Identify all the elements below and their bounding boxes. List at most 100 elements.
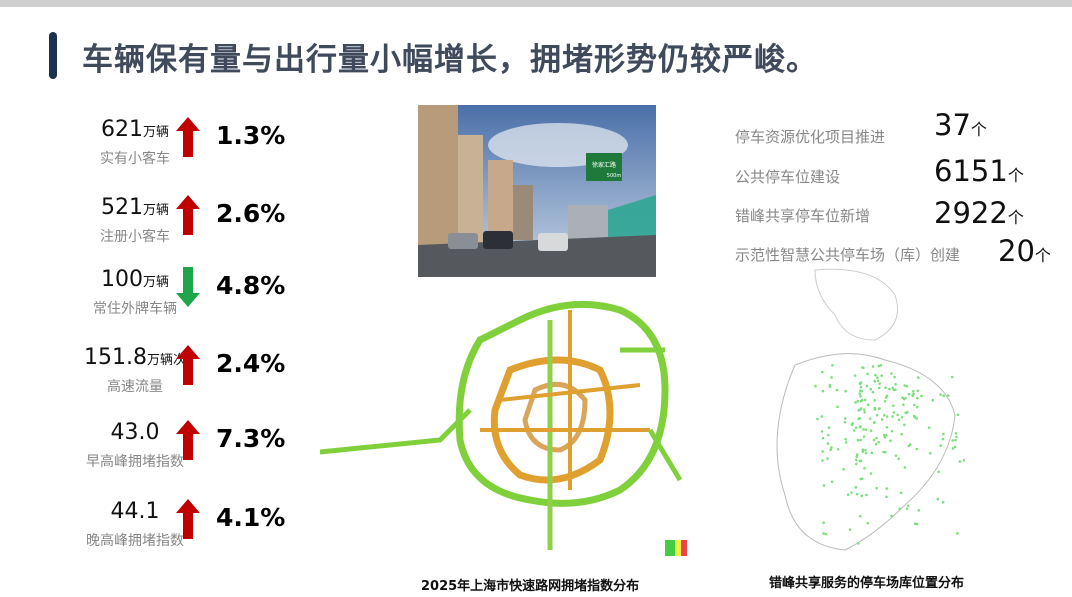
parking-dot <box>864 448 867 452</box>
parking-dot <box>903 466 907 469</box>
parking-dot <box>916 389 920 393</box>
parking-dot <box>931 398 935 402</box>
parking-dot <box>830 446 833 449</box>
parking-dot <box>857 542 860 545</box>
stat-value: 44.1 <box>110 499 160 524</box>
parking-dot <box>876 379 880 383</box>
parking-dot <box>828 383 832 387</box>
parking-dot <box>873 399 876 402</box>
stat-change: 2.6% <box>216 199 286 228</box>
parking-dot <box>899 491 903 495</box>
parking-dot <box>861 450 865 453</box>
parking-dot <box>915 447 919 451</box>
parking-dot <box>891 386 895 390</box>
arrow-up-icon <box>176 420 200 460</box>
parking-dot <box>854 486 858 489</box>
parking-dot <box>836 447 840 451</box>
arrow-up-icon <box>176 345 200 385</box>
parking-dot <box>885 487 889 490</box>
parking-dot <box>891 415 894 418</box>
parking-dot <box>871 365 875 368</box>
parking-dot <box>908 443 912 446</box>
parking-dot <box>858 425 862 429</box>
congestion-map <box>320 300 687 556</box>
parking-value-0: 37个 <box>934 108 987 142</box>
stat-value: 100万辆 <box>100 267 169 292</box>
parking-dot <box>826 442 830 445</box>
stat-label: 早高峰拥堵指数 <box>86 454 184 470</box>
stat-value: 521万辆 <box>100 195 169 220</box>
parking-dot <box>820 415 824 418</box>
parking-dot <box>954 438 957 442</box>
parking-dot <box>902 403 905 407</box>
parking-dot <box>875 436 878 440</box>
parking-dot <box>821 389 825 393</box>
parking-dot <box>877 440 880 444</box>
parking-dot <box>916 396 919 400</box>
parking-dot <box>883 399 887 403</box>
parking-dot <box>820 430 824 433</box>
parking-dot <box>844 437 847 441</box>
parking-dot <box>861 366 864 369</box>
parking-dot <box>821 436 825 440</box>
parking-dot <box>842 468 845 471</box>
parking-label-3: 示范性智慧公共停车场（库）创建 <box>735 246 961 264</box>
parking-dot <box>903 384 906 387</box>
parking-location-map <box>776 268 965 551</box>
parking-dot <box>827 433 830 437</box>
stat-item: 100万辆 常住外牌车辆 4.8% <box>60 267 320 327</box>
parking-dot <box>862 435 866 438</box>
arrow-up-icon <box>176 195 200 235</box>
top-bar <box>0 0 1072 7</box>
stat-change: 2.4% <box>216 349 286 378</box>
parking-dot <box>911 389 915 393</box>
parking-map-caption: 错峰共享服务的停车场库位置分布 <box>769 576 965 591</box>
parking-dot <box>836 405 839 409</box>
parking-dot <box>843 420 847 424</box>
parking-dot <box>854 458 858 462</box>
parking-dot <box>897 418 901 422</box>
parking-dot <box>855 455 859 458</box>
parking-dot <box>859 438 862 442</box>
parking-dot <box>904 396 907 400</box>
parking-dot <box>858 417 861 420</box>
parking-dot <box>860 494 864 498</box>
parking-value-1: 6151个 <box>934 154 1024 188</box>
parking-dot <box>900 415 904 419</box>
parking-dot <box>872 421 876 424</box>
parking-dot <box>878 382 881 385</box>
parking-dot <box>896 413 900 417</box>
parking-dot <box>888 387 891 391</box>
parking-dot <box>883 450 887 454</box>
parking-dot <box>822 484 826 487</box>
parking-dot <box>892 388 896 392</box>
parking-dot <box>863 398 867 402</box>
parking-dot <box>816 417 819 421</box>
parking-dot <box>891 404 895 407</box>
stat-label: 实有小客车 <box>100 151 170 167</box>
parking-dot <box>962 458 965 462</box>
parking-dot <box>874 442 878 446</box>
stat-value: 43.0 <box>110 420 160 445</box>
parking-dot <box>830 480 834 484</box>
parking-dot <box>890 372 893 375</box>
title-accent-bar <box>49 32 57 79</box>
parking-dot <box>860 477 864 480</box>
sign-distance: 500m <box>607 173 622 179</box>
parking-dot <box>905 384 909 388</box>
parking-dot <box>941 500 945 504</box>
parking-dot <box>878 386 881 390</box>
parking-dot <box>912 414 916 418</box>
parking-dot <box>865 493 868 497</box>
parking-dot <box>844 441 848 444</box>
parking-dot <box>872 438 876 442</box>
parking-dot <box>937 470 940 474</box>
parking-dot <box>875 413 879 417</box>
parking-dot <box>858 392 862 396</box>
sign-text: 徐家汇路 <box>592 161 616 169</box>
parking-dot <box>869 429 873 433</box>
stat-item: 151.8万辆次 高速流量 2.4% <box>60 345 320 405</box>
parking-dot <box>955 435 958 439</box>
parking-dot <box>951 447 955 450</box>
parking-dot <box>831 363 834 367</box>
